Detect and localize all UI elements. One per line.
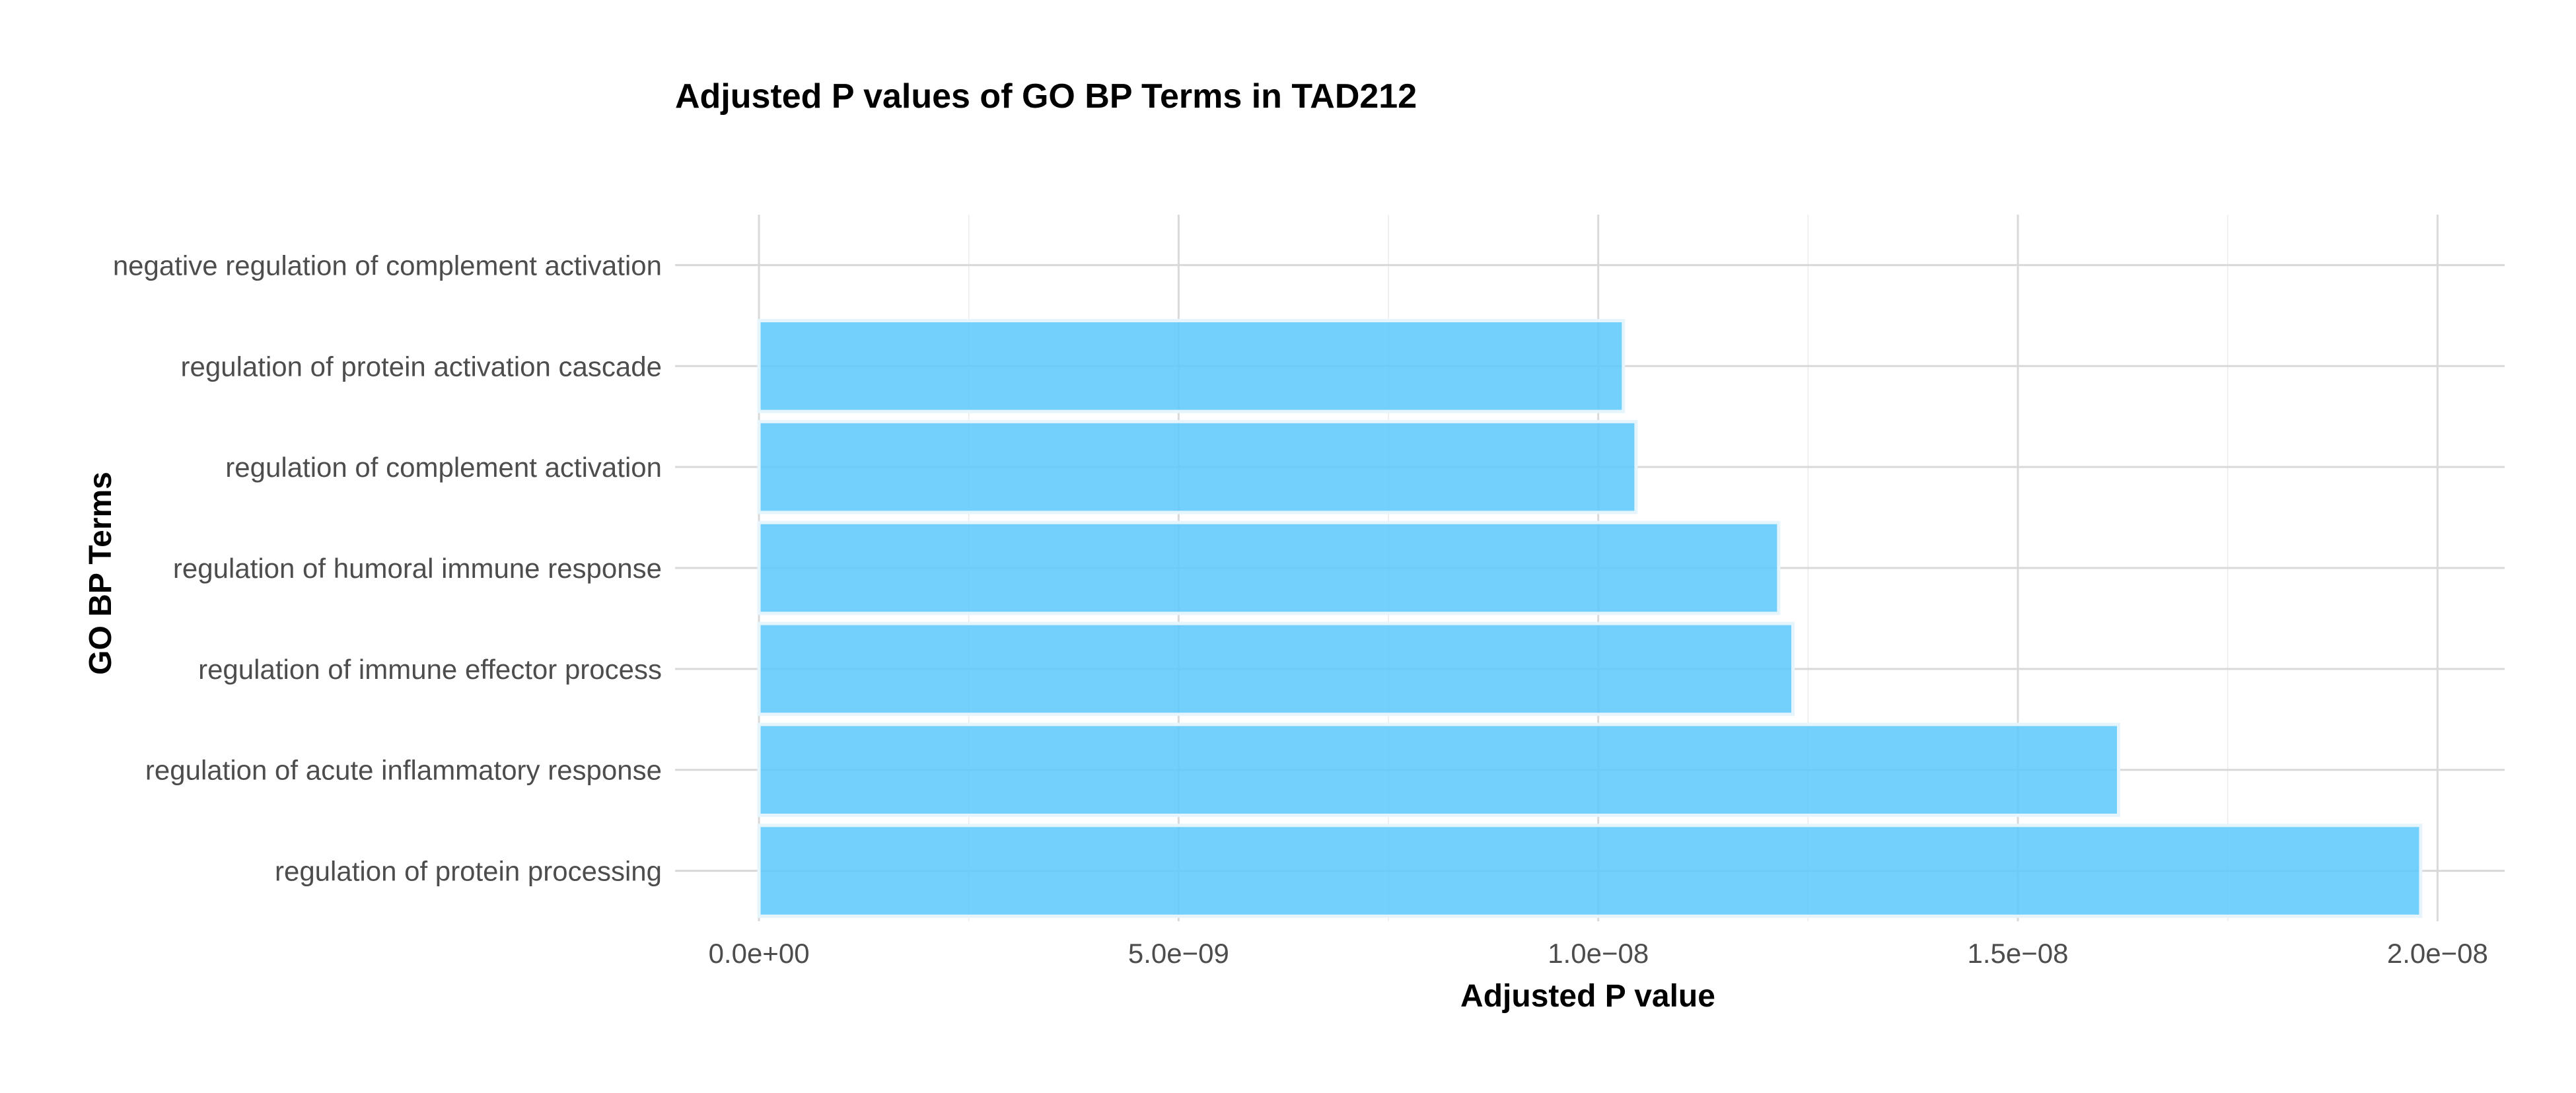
- y-axis-title: GO BP Terms: [83, 472, 118, 675]
- chart-title: Adjusted P values of GO BP Terms in TAD2…: [675, 77, 1417, 116]
- bar: [757, 319, 1626, 413]
- bar: [757, 621, 1795, 717]
- bar: [757, 520, 1781, 616]
- y-tick-label: regulation of protein activation cascade: [181, 351, 662, 382]
- x-tick-label: 5.0e−09: [1128, 938, 1229, 969]
- y-tick-label: regulation of immune effector process: [198, 654, 662, 685]
- bar: [757, 723, 2121, 818]
- x-tick-label: 1.5e−08: [1968, 938, 2069, 969]
- x-tick-label: 2.0e−08: [2387, 938, 2488, 969]
- y-tick-label: negative regulation of complement activa…: [113, 250, 662, 281]
- y-tick-label: regulation of complement activation: [225, 452, 662, 483]
- y-tick-label: regulation of acute inflammatory respons…: [145, 755, 662, 786]
- x-tick-label: 1.0e−08: [1548, 938, 1649, 969]
- bar: [757, 419, 1638, 514]
- x-axis-title: Adjusted P value: [1460, 979, 1715, 1014]
- y-tick-label: regulation of humoral immune response: [173, 553, 662, 584]
- bar: [757, 824, 2423, 918]
- y-tick-label: regulation of protein processing: [275, 856, 662, 887]
- x-tick-label: 0.0e+00: [709, 938, 810, 969]
